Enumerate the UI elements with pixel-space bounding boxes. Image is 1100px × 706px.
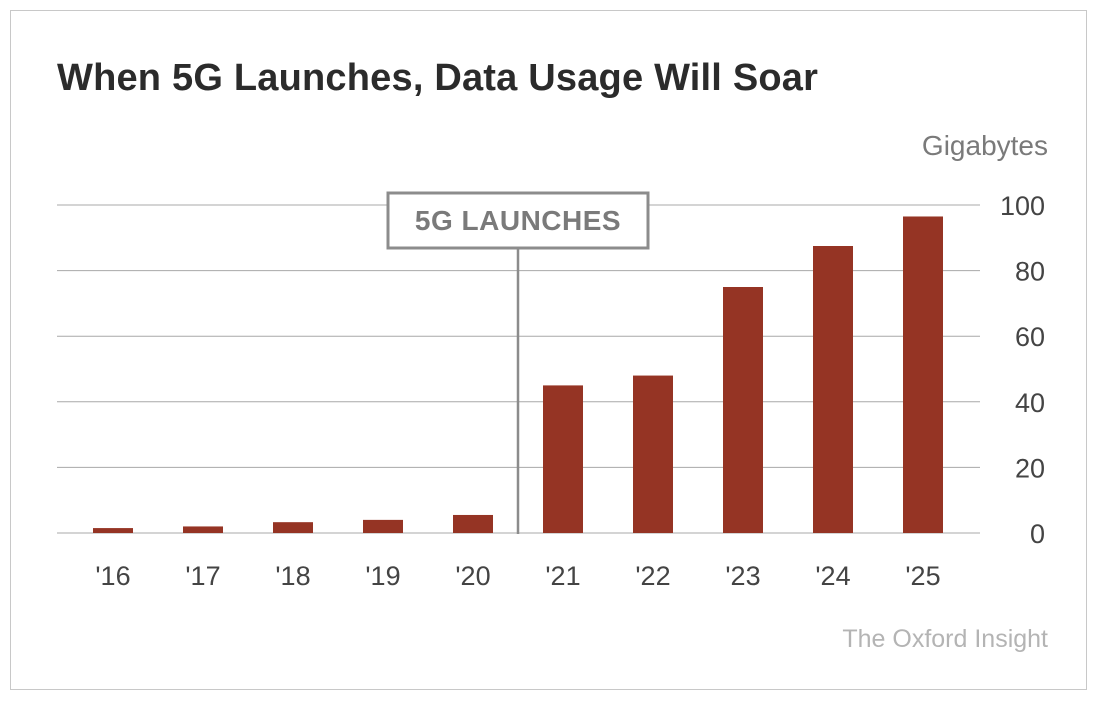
launch-annotation-box (386, 191, 650, 250)
x-tick-label: '18 (275, 561, 310, 591)
bar-7 (723, 287, 763, 533)
y-tick-label: 60 (1015, 322, 1045, 352)
x-tick-label: '23 (725, 561, 760, 591)
bar-8 (813, 246, 853, 533)
bar-6 (633, 375, 673, 533)
bar-4 (453, 514, 493, 533)
y-tick-label: 20 (1015, 453, 1045, 483)
bar-0 (93, 528, 133, 533)
x-tick-label: '22 (635, 561, 670, 591)
x-tick-label: '20 (455, 561, 490, 591)
x-tick-label: '16 (95, 561, 130, 591)
x-tick-label: '24 (815, 561, 850, 591)
y-tick-label: 0 (1030, 519, 1045, 549)
x-tick-label: '17 (185, 561, 220, 591)
bar-3 (363, 519, 403, 533)
launch-annotation-label: 5G LAUNCHES (415, 205, 621, 236)
bar-2 (273, 522, 313, 533)
y-tick-label: 100 (1000, 191, 1045, 221)
bar-5 (543, 385, 583, 533)
chart-title: When 5G Launches, Data Usage Will Soar (57, 57, 819, 99)
source-credit: The Oxford Insight (842, 625, 1048, 653)
y-axis-unit-label: Gigabytes (921, 130, 1048, 161)
bar-1 (183, 526, 223, 533)
x-tick-label: '21 (545, 561, 580, 591)
x-tick-label: '25 (905, 561, 940, 591)
y-tick-label: 80 (1015, 257, 1045, 287)
x-tick-label: '19 (365, 561, 400, 591)
y-tick-label: 40 (1015, 388, 1045, 418)
bar-9 (903, 216, 943, 534)
